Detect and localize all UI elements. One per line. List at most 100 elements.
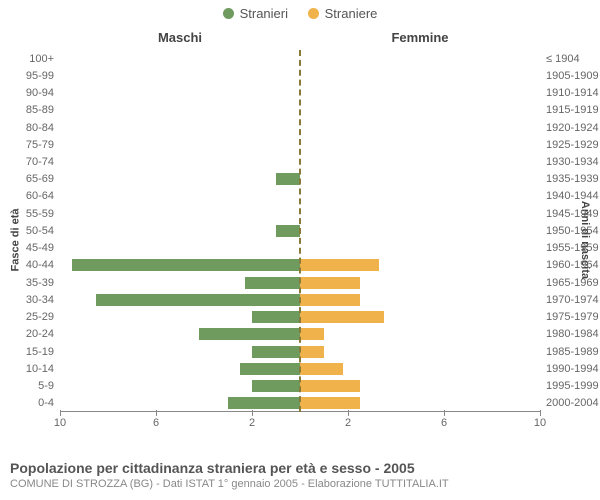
male-half	[60, 136, 300, 153]
bar-female	[300, 311, 384, 323]
legend-label-male: Stranieri	[240, 6, 288, 21]
legend: Stranieri Straniere	[0, 0, 600, 30]
footer-title: Popolazione per cittadinanza straniera p…	[10, 460, 590, 476]
male-half	[60, 257, 300, 274]
male-half	[60, 67, 300, 84]
age-label: 95-99	[26, 70, 60, 82]
bar-male	[252, 380, 300, 392]
birth-year-label: 1910-1914	[540, 87, 599, 99]
female-half	[300, 136, 540, 153]
female-half	[300, 309, 540, 326]
bar-male	[199, 328, 300, 340]
female-half	[300, 343, 540, 360]
chart-area: Maschi Femmine Fasce di età Anni di nasc…	[60, 50, 540, 430]
age-label: 20-24	[26, 328, 60, 340]
age-label: 100+	[29, 53, 60, 65]
bar-female	[300, 380, 360, 392]
age-label: 30-34	[26, 294, 60, 306]
age-label: 15-19	[26, 346, 60, 358]
female-half	[300, 153, 540, 170]
birth-year-label: 1935-1939	[540, 173, 599, 185]
age-label: 60-64	[26, 190, 60, 202]
age-label: 0-4	[38, 397, 60, 409]
birth-year-label: 1980-1984	[540, 328, 599, 340]
legend-item-male: Stranieri	[223, 6, 288, 21]
bar-male	[245, 277, 300, 289]
male-half	[60, 153, 300, 170]
birth-year-label: 1945-1949	[540, 208, 599, 220]
birth-year-label: 1925-1929	[540, 139, 599, 151]
x-tick-label: 10	[54, 417, 66, 429]
birth-year-label: 1915-1919	[540, 104, 599, 116]
birth-year-label: 1970-1974	[540, 294, 599, 306]
age-label: 5-9	[38, 380, 60, 392]
male-half	[60, 240, 300, 257]
age-label: 25-29	[26, 311, 60, 323]
birth-year-label: 1940-1944	[540, 190, 599, 202]
bar-female	[300, 277, 360, 289]
legend-item-female: Straniere	[308, 6, 378, 21]
age-label: 35-39	[26, 277, 60, 289]
age-label: 55-59	[26, 208, 60, 220]
x-tick-label: 2	[345, 417, 351, 429]
x-tick-label: 6	[441, 417, 447, 429]
legend-label-female: Straniere	[325, 6, 378, 21]
birth-year-label: 1920-1924	[540, 122, 599, 134]
female-half	[300, 171, 540, 188]
male-half	[60, 84, 300, 101]
x-tick-mark	[156, 410, 157, 416]
center-divider-line	[299, 50, 301, 412]
bar-male	[96, 294, 300, 306]
y-axis-title-left: Fasce di età	[8, 50, 22, 430]
bar-male	[252, 311, 300, 323]
female-half	[300, 257, 540, 274]
x-tick-mark	[60, 410, 61, 416]
x-tick-label: 10	[534, 417, 546, 429]
birth-year-label: 1950-1954	[540, 225, 599, 237]
female-half	[300, 205, 540, 222]
male-half	[60, 188, 300, 205]
male-half	[60, 171, 300, 188]
x-tick-label: 6	[153, 417, 159, 429]
female-half	[300, 274, 540, 291]
bar-female	[300, 397, 360, 409]
birth-year-label: 1985-1989	[540, 346, 599, 358]
bar-female	[300, 328, 324, 340]
birth-year-label: 1990-1994	[540, 363, 599, 375]
male-half	[60, 50, 300, 67]
male-half	[60, 343, 300, 360]
bar-female	[300, 294, 360, 306]
female-half	[300, 188, 540, 205]
age-label: 70-74	[26, 156, 60, 168]
bar-female	[300, 259, 379, 271]
bar-male	[72, 259, 300, 271]
birth-year-label: ≤ 1904	[540, 53, 580, 65]
female-half	[300, 395, 540, 412]
male-half	[60, 222, 300, 239]
male-half	[60, 377, 300, 394]
y-axis-title-left-label: Fasce di età	[9, 209, 21, 272]
pyramid-chart-container: Stranieri Straniere Maschi Femmine Fasce…	[0, 0, 600, 500]
birth-year-label: 2000-2004	[540, 397, 599, 409]
legend-swatch-male	[223, 8, 234, 19]
x-axis: 10622610	[60, 412, 540, 430]
bar-female	[300, 346, 324, 358]
x-tick-mark	[540, 410, 541, 416]
male-half	[60, 274, 300, 291]
birth-year-label: 1975-1979	[540, 311, 599, 323]
birth-year-label: 1960-1964	[540, 259, 599, 271]
x-tick-mark	[444, 410, 445, 416]
female-half	[300, 222, 540, 239]
female-half	[300, 377, 540, 394]
female-half	[300, 67, 540, 84]
column-title-right: Femmine	[300, 30, 540, 45]
female-half	[300, 291, 540, 308]
legend-swatch-female	[308, 8, 319, 19]
age-label: 10-14	[26, 363, 60, 375]
male-half	[60, 309, 300, 326]
age-label: 45-49	[26, 242, 60, 254]
birth-year-label: 1955-1959	[540, 242, 599, 254]
birth-year-label: 1905-1909	[540, 70, 599, 82]
male-half	[60, 395, 300, 412]
footer-subtitle: COMUNE DI STROZZA (BG) - Dati ISTAT 1° g…	[10, 478, 590, 490]
